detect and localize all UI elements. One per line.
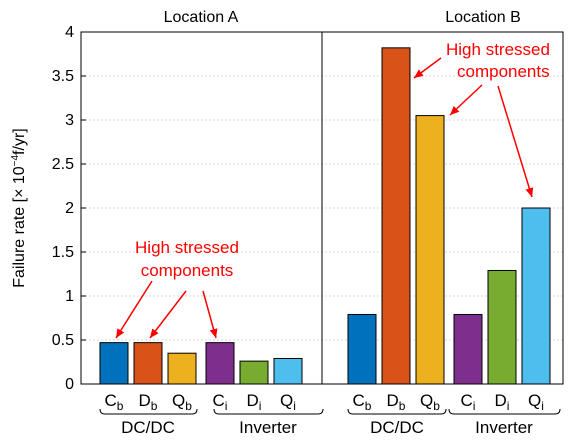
y-tick-label: 1 [65,288,74,305]
category-label: Db [139,391,158,413]
category-label: Ci [213,391,228,413]
bar-location-a-qb [167,352,197,385]
category-label: Cb [353,391,372,413]
bracket-dcdc-a [99,408,198,415]
bar-location-b-di [487,269,517,385]
group-label-dcdc-b: DC/DC [370,418,424,437]
group-label-dcdc-a: DC/DC [121,418,175,437]
y-tick-label: 3 [65,112,74,129]
bar-location-a-db [133,342,163,385]
annotation-b-line2: components [457,62,550,81]
panel-title-location-b: Location B [445,9,521,26]
bar-location-b-ci [453,313,483,385]
y-axis: 0 0.5 1 1.5 2 2.5 3 3.5 4 [52,24,86,393]
category-label: Ci [461,391,476,413]
panel-title-location-a: Location A [164,9,239,26]
category-label: Db [387,391,406,413]
bar-location-a-qi [273,357,303,385]
category-label: Qb [172,391,192,413]
category-label: Qb [420,391,440,413]
y-tick-label: 4 [65,24,74,41]
bar-location-b-qb [415,115,445,385]
y-tick-label: 3.5 [52,68,74,85]
bar-location-a-ci [205,342,235,385]
category-label: Di [247,391,262,413]
bar-location-a-cb [99,342,129,385]
group-brackets [99,408,561,415]
bar-location-b-cb [347,313,377,385]
annotation-b-line1: High stressed [446,40,550,59]
bracket-inverter-b [448,408,561,415]
bracket-inverter-a [213,408,324,415]
bars [99,47,551,385]
arrow-a3 [202,290,218,339]
arrow-a2 [149,290,187,339]
y-tick-label: 2.5 [52,156,74,173]
annotation-a-line1: High stressed [135,238,239,257]
bar-location-a-di [239,360,269,385]
arrow-b2 [449,84,483,116]
category-label: Cb [105,391,124,413]
bar-location-b-qi [521,207,551,385]
y-tick-label: 0 [65,376,74,393]
y-tick-label: 0.5 [52,332,74,349]
category-labels: Cb Db Qb Ci Di Qi Cb Db Qb Ci Di Qi [105,391,544,413]
y-tick-label: 1.5 [52,244,74,261]
group-label-inverter-b: Inverter [475,418,533,437]
arrow-b1 [413,57,442,79]
bracket-dcdc-b [347,408,447,415]
y-tick-label: 2 [65,200,74,217]
annotation-b-arrows [413,57,534,198]
annotation-a-line2: components [141,261,234,280]
category-label: Qi [528,391,544,413]
category-label: Qi [280,391,296,413]
group-label-inverter-a: Inverter [239,418,297,437]
annotation-a-arrows [115,280,218,339]
category-label: Di [495,391,510,413]
arrow-b3 [497,85,534,198]
y-axis-label: Failure rate [× 10−4f/yr] [10,128,28,287]
arrow-a1 [115,280,153,339]
bar-location-b-db [381,47,411,385]
